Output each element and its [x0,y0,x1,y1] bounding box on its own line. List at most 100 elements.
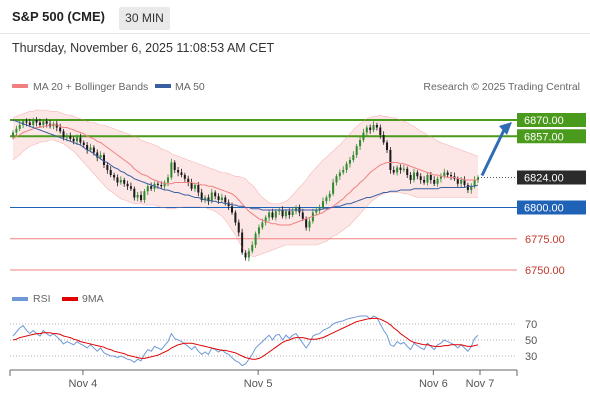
candle-body [345,163,348,170]
candle-body [28,122,31,125]
candle-body [412,172,415,180]
candle-body [416,172,419,177]
chart-header: S&P 500 (CME) 30 MIN [0,0,590,36]
chart-datetime: Thursday, November 6, 2025 11:08:53 AM C… [12,41,275,55]
candle-body [402,168,405,170]
x-axis: Nov 4 Nov 5 Nov 6 Nov 7 [9,369,518,390]
candle-body [375,125,378,128]
candle-body [379,127,382,135]
forecast-arrow-shaft [480,129,506,177]
candle-body [32,120,35,125]
candle-body [109,170,112,175]
candle-body [82,142,85,145]
candle-body [207,197,210,202]
candle-body [180,172,183,175]
price-label-box-6800.00 [517,200,586,215]
candle-body [72,138,75,142]
candle-body [342,170,345,173]
candle-body [274,211,277,218]
candle-body [352,155,355,160]
candle-body [251,245,254,252]
price-levels [10,119,517,271]
candle-body [150,186,153,189]
rsi-line [12,315,479,367]
candle-body [163,182,166,187]
candle-body [335,176,338,183]
candle-body [59,127,62,132]
candle-body [359,140,362,147]
candle-body [231,206,234,213]
symbol-title: S&P 500 (CME) [12,9,105,24]
candle-body [62,131,65,138]
candle-body [423,180,426,183]
candle-body [466,185,469,190]
candle-body [315,210,318,213]
candle-body [69,136,72,139]
candle-body [409,175,412,180]
candle-body [439,176,442,179]
candle-body [160,185,163,187]
candle-body [369,127,372,130]
candle-body [170,162,173,178]
forecast-arrow [480,122,512,177]
legend-swatch-ma50 [155,84,171,88]
price-label-box-6857.00 [517,129,586,144]
candle-body [42,121,45,125]
header-divider [0,33,590,34]
candle-body [247,251,250,258]
candle-body [140,195,143,200]
candle-body [406,168,409,175]
rsi-tick-70: 70 [525,319,537,331]
candle-body [450,175,453,177]
timeframe-button[interactable]: 30 MIN [119,7,170,30]
candle-body [446,172,449,175]
price-label-6750.00: 6750.00 [525,265,565,277]
candle-body [386,142,389,150]
candle-body [214,192,217,197]
candle-body [281,210,284,217]
candle-body [177,170,180,173]
research-credit: Research © 2025 Trading Central [423,81,580,93]
rsi-tick-50: 50 [525,335,537,347]
candle-body [291,211,294,215]
candle-body [38,122,41,125]
candle-body [119,180,122,183]
candle-body [429,175,432,180]
candle-body [197,185,200,193]
x-axis-label-Nov-6: Nov 6 [419,378,448,390]
candle-body [86,145,89,150]
candle-body [443,172,446,177]
x-axis-label-Nov-7: Nov 7 [466,378,495,390]
price-label-6800.00: 6800.00 [524,203,564,215]
candle-body [328,193,331,198]
candle-body [268,212,271,218]
candle-body [338,172,341,177]
candle-body [102,155,105,165]
candle-body [382,135,385,143]
candle-body [436,178,439,184]
candle-body [419,176,422,180]
candle-body [318,207,321,210]
candle-body [187,178,190,183]
candle-body [284,211,287,217]
candle-body [241,232,244,253]
candle-body [463,180,466,185]
candle-body [456,178,459,184]
price-legend: MA 20 + Bollinger Bands MA 50 [12,81,205,93]
candle-body [278,210,281,212]
bollinger-upper-line [12,109,479,205]
legend-swatch-rsi [12,297,28,301]
candle-body [392,170,395,173]
legend-swatch-bollinger [12,84,28,88]
legend-swatch-9ma [62,297,78,301]
candle-body [362,132,365,140]
candle-body [96,152,99,158]
candle-body [332,182,335,194]
rsi-9ma-line [12,317,479,360]
forecast-arrow-head [499,122,512,135]
candle-body [126,183,129,187]
candle-body [460,180,463,184]
candle-body [257,227,260,234]
candle-body [301,212,304,219]
